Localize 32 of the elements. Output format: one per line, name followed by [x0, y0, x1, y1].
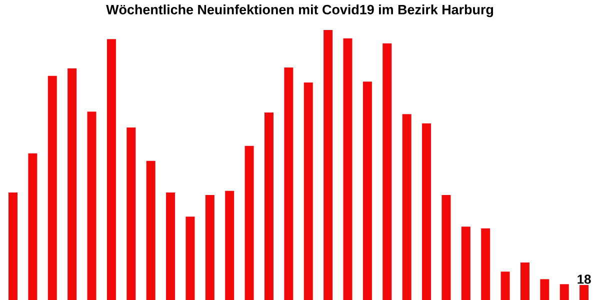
bar: [461, 226, 470, 300]
bar: [244, 146, 254, 300]
bar: [304, 82, 313, 300]
chart-title: Wöchentliche Neuinfektionen mit Covid19 im Bezirk Harburg: [106, 4, 494, 18]
bar: [500, 272, 510, 300]
bar: [28, 153, 38, 300]
bar: [126, 128, 136, 300]
bar: [540, 279, 550, 300]
bar: [87, 112, 96, 300]
bar: [382, 43, 392, 300]
bar: [422, 123, 432, 300]
bar: [68, 68, 77, 300]
bar: [324, 30, 333, 300]
bar: [186, 216, 195, 300]
bar: [225, 190, 234, 300]
bar: [580, 285, 589, 300]
bar: [284, 67, 294, 300]
bar: [166, 192, 176, 300]
bar: [362, 82, 372, 300]
data-label: 18: [578, 274, 591, 284]
bar: [560, 284, 569, 300]
bar: [343, 38, 352, 300]
bar: [106, 39, 116, 300]
bar: [264, 112, 274, 300]
bar: [146, 160, 156, 300]
bar: [481, 228, 490, 300]
bar: [8, 192, 18, 300]
bar: [442, 195, 451, 300]
bar: [520, 262, 530, 300]
bar: [48, 76, 57, 300]
bar: [205, 195, 214, 300]
bar: [402, 114, 412, 300]
